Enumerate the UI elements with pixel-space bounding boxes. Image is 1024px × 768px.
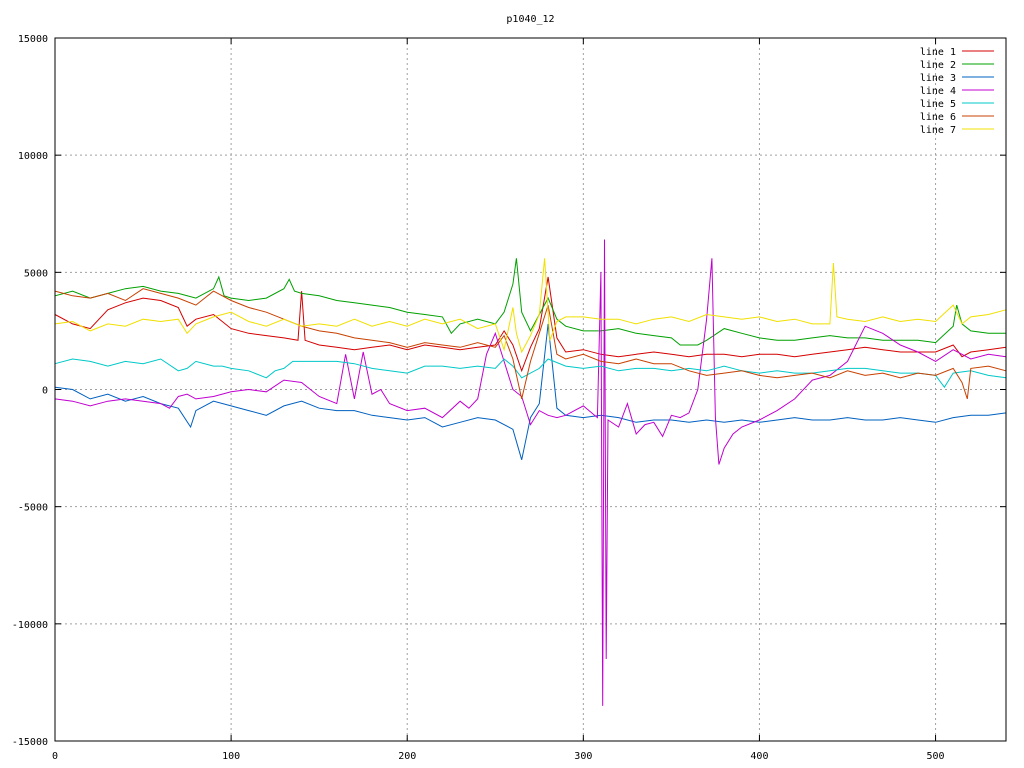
x-tick-label: 0	[52, 751, 58, 762]
y-tick-label: 10000	[18, 151, 48, 162]
series-line-7	[54, 258, 1007, 354]
grid-lines	[55, 38, 1006, 741]
chart-title: p1040_12	[506, 14, 554, 25]
series-line-1	[54, 276, 1007, 373]
x-tick-label: 400	[750, 751, 768, 762]
x-tick-label: 300	[574, 751, 592, 762]
y-tick-label: 5000	[24, 268, 48, 279]
y-tick-label: -5000	[18, 503, 48, 514]
x-tick-label: 100	[222, 751, 240, 762]
legend-label: line 6	[920, 112, 956, 123]
y-tick-label: -15000	[12, 737, 48, 748]
y-tick-label: -10000	[12, 620, 48, 631]
legend-label: line 5	[920, 99, 956, 110]
legend-label: line 4	[920, 86, 956, 97]
axis-ticks	[54, 37, 1006, 742]
tick-labels: 0 100 200 300 400 500 -15000 -10000 -5000 0 5000 10…	[12, 34, 945, 762]
x-tick-label: 500	[927, 751, 945, 762]
legend-label: line 2	[920, 60, 956, 71]
series-line-5	[54, 358, 1007, 389]
y-tick-label: 0	[42, 386, 48, 397]
series-line-6	[54, 288, 1007, 400]
series-lines	[54, 239, 1007, 706]
series-line-3	[54, 323, 1007, 460]
legend: line 1 line 2 line 3 line 4 line 5 line 6 line…	[920, 47, 994, 136]
legend-label: line 1	[920, 47, 956, 58]
legend-label: line 7	[920, 125, 956, 136]
y-tick-label: 15000	[18, 34, 48, 45]
x-tick-label: 200	[398, 751, 416, 762]
series-line-2	[54, 258, 1006, 346]
legend-label: line 3	[920, 73, 956, 84]
series-line-4	[54, 239, 1007, 706]
